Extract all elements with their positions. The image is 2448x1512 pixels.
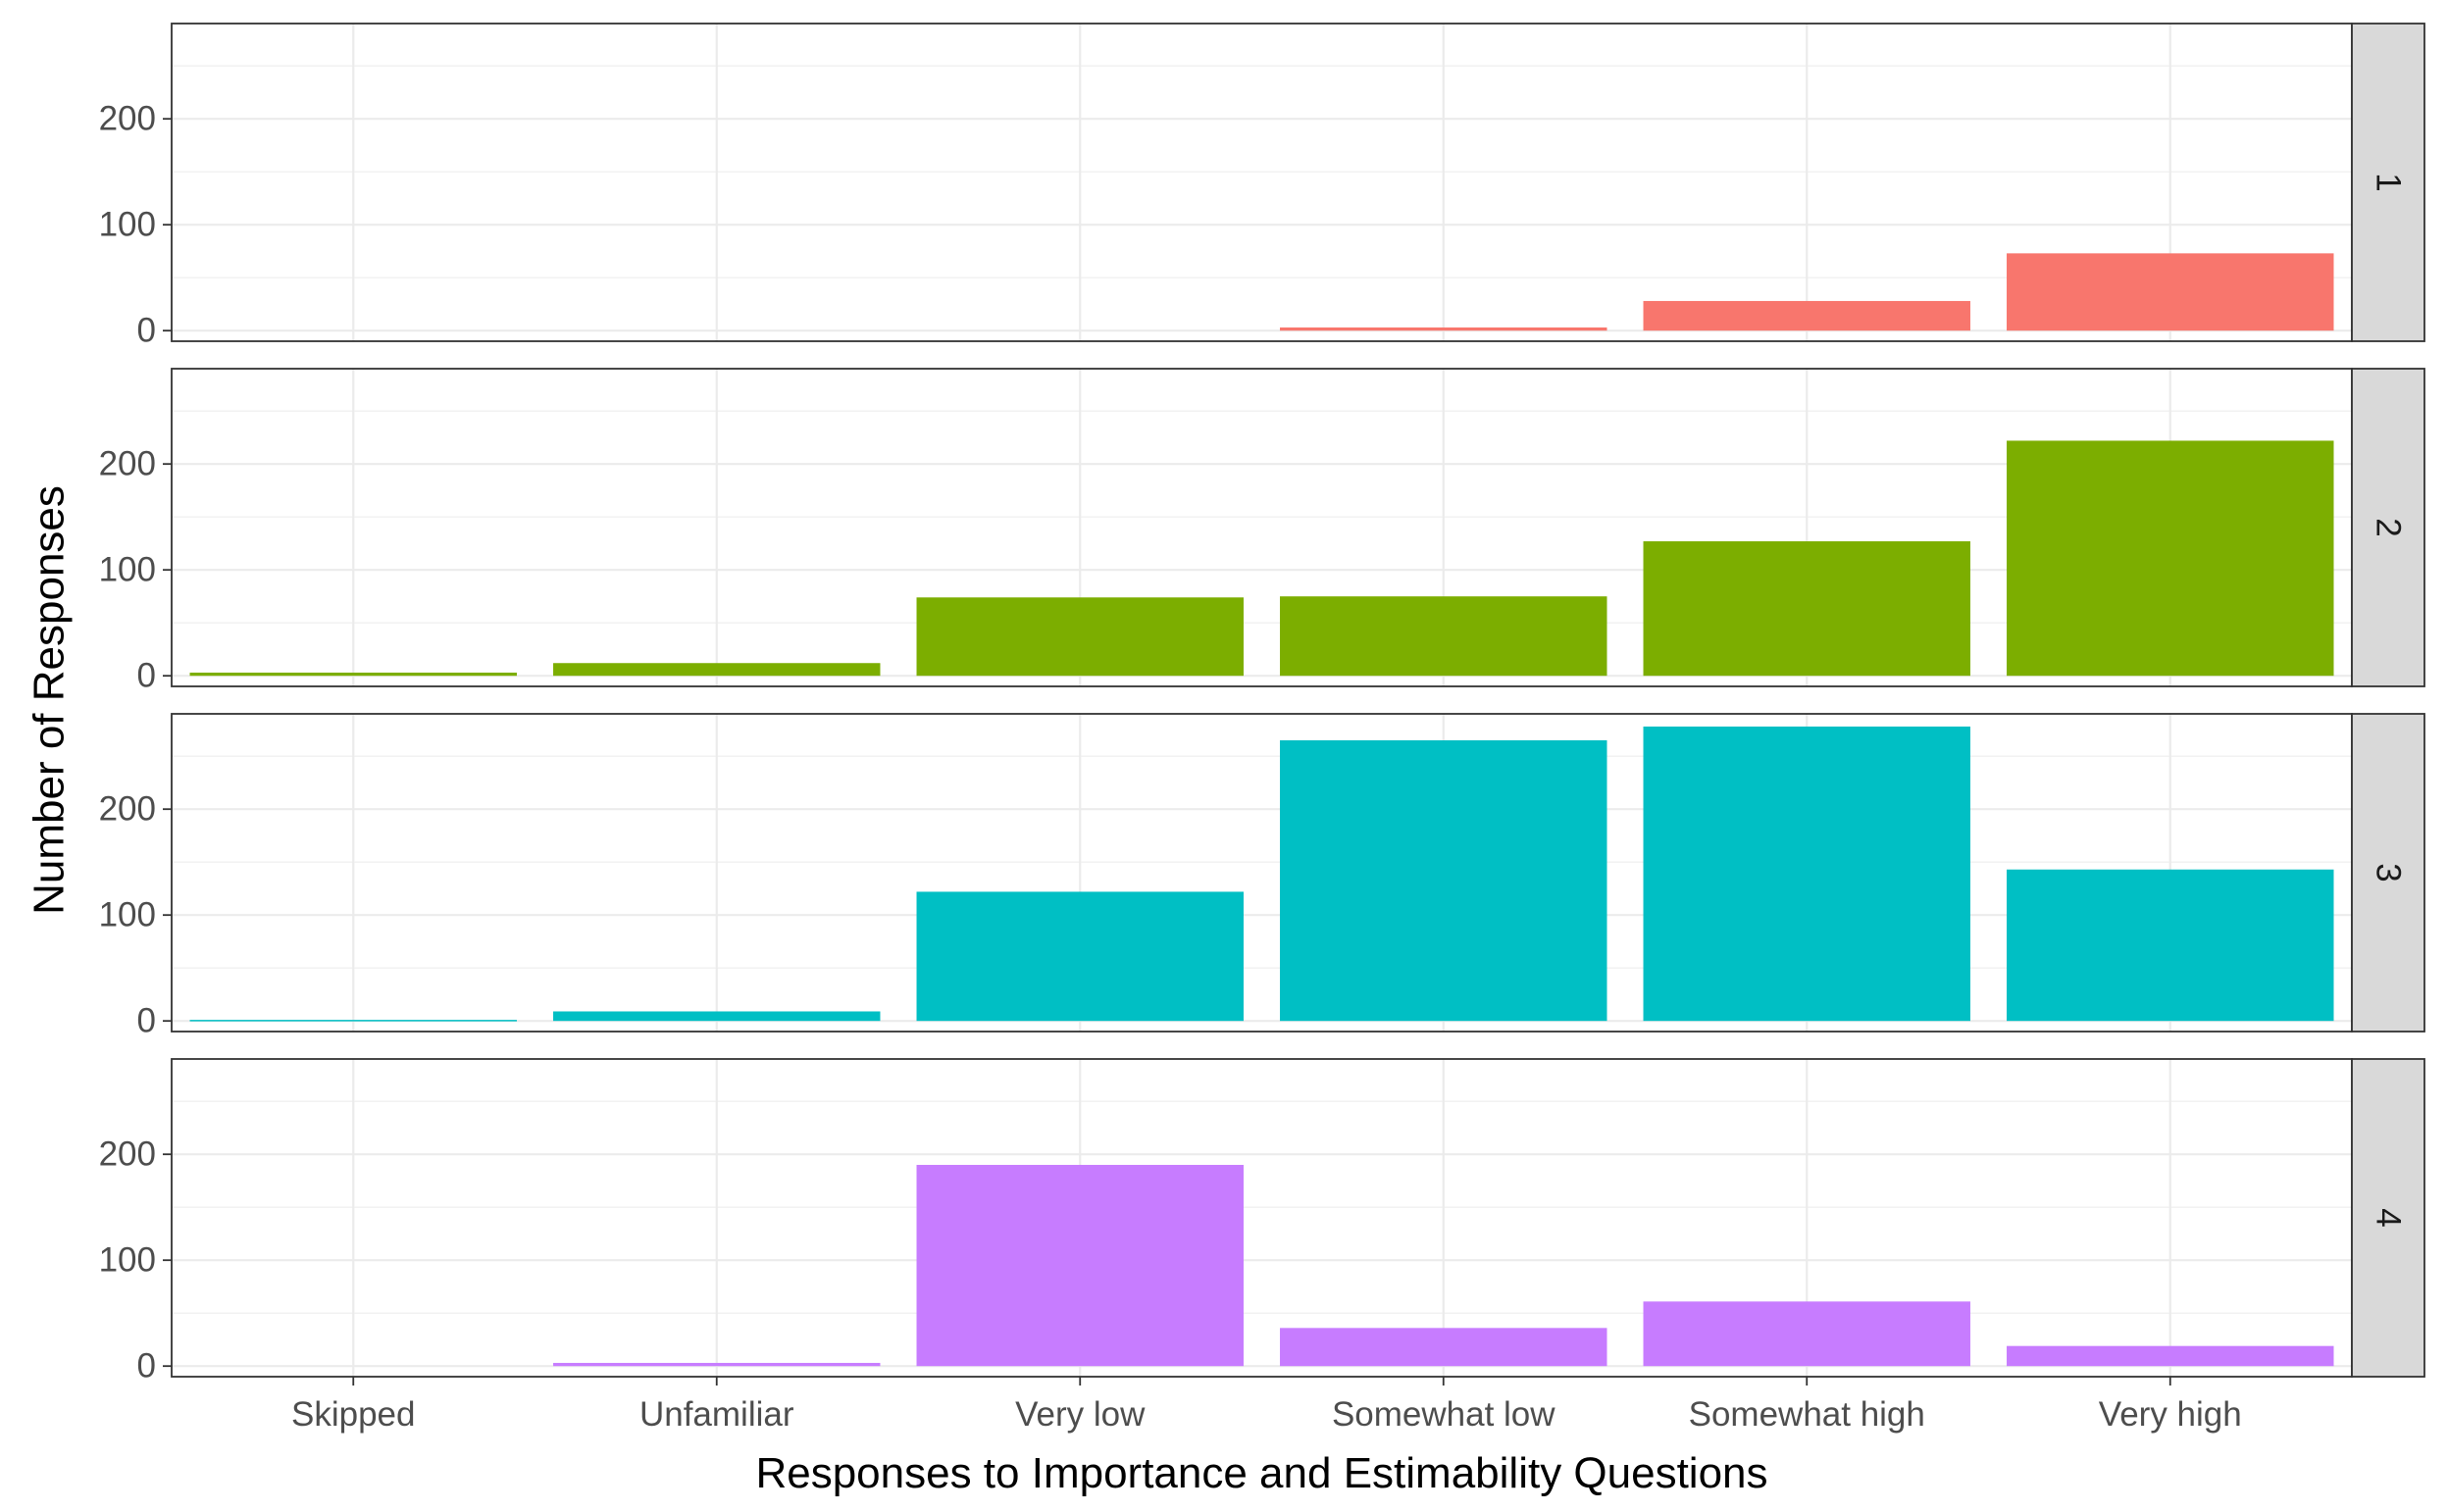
bar-somewhat-high-facet-3 xyxy=(1643,726,1970,1022)
major-gridlines xyxy=(172,1059,2352,1377)
facet-strip xyxy=(2351,1058,2425,1378)
bar-somewhat-low-facet-3 xyxy=(1280,740,1607,1022)
bar-very-high-facet-1 xyxy=(2007,253,2334,331)
bar-somewhat-high-facet-2 xyxy=(1643,541,1970,677)
y-tick-label: 0 xyxy=(137,1002,156,1040)
x-tick-label-skipped: Skipped xyxy=(291,1395,415,1434)
y-tick-label: 100 xyxy=(99,896,156,934)
bar-very-high-facet-4 xyxy=(2007,1345,2334,1367)
panel-background xyxy=(172,1059,2352,1377)
y-axis-title: Number of Responses xyxy=(26,485,74,915)
bar-somewhat-low-facet-2 xyxy=(1280,596,1607,677)
y-tick-label: 0 xyxy=(137,312,156,350)
minor-gridlines xyxy=(172,410,2352,624)
y-axis-facet-3: 0 100 200 xyxy=(99,790,172,1040)
panel-background xyxy=(172,24,2352,341)
facet-panel-2: 2 0 100 200 xyxy=(99,368,2425,695)
bars-facet-2 xyxy=(189,440,2334,677)
bar-unfamiliar-facet-3 xyxy=(553,1011,881,1022)
bar-very-low-facet-3 xyxy=(916,891,1244,1022)
bar-somewhat-low-facet-4 xyxy=(1280,1328,1607,1367)
x-tick-label-unfamiliar: Unfamiliar xyxy=(639,1395,794,1434)
y-tick-label: 200 xyxy=(99,100,156,138)
x-axis-tick-labels: Skipped Unfamiliar Very low Somewhat low Som… xyxy=(291,1377,2242,1434)
bar-unfamiliar-facet-2 xyxy=(553,663,881,677)
y-tick-label: 0 xyxy=(137,657,156,695)
bars-facet-1 xyxy=(1280,253,2334,331)
bar-somewhat-high-facet-4 xyxy=(1643,1301,1970,1367)
facet-panel-4: 4 0 100 200 xyxy=(99,1058,2425,1386)
minor-gridlines xyxy=(172,1100,2352,1314)
x-tick-label-very-high: Very high xyxy=(2099,1395,2242,1434)
y-tick-label: 100 xyxy=(99,551,156,589)
y-tick-label: 100 xyxy=(99,206,156,244)
bar-very-high-facet-3 xyxy=(2007,869,2334,1022)
facet-strip xyxy=(2351,23,2425,342)
x-axis-title: Responses to Importance and Estimability… xyxy=(755,1449,1767,1497)
bar-skipped-facet-3 xyxy=(189,1020,517,1022)
bar-unfamiliar-facet-4 xyxy=(553,1362,881,1367)
bar-somewhat-high-facet-1 xyxy=(1643,300,1970,331)
facet-strip xyxy=(2351,713,2425,1033)
major-gridlines xyxy=(172,24,2352,341)
minor-gridlines xyxy=(172,65,2352,278)
x-tick-label-very-low: Very low xyxy=(1015,1395,1146,1434)
y-axis-facet-2: 0 100 200 xyxy=(99,445,172,695)
bar-very-low-facet-4 xyxy=(916,1165,1244,1367)
facet-strip-label: 1 xyxy=(2370,173,2408,191)
y-tick-label: 200 xyxy=(99,445,156,483)
y-axis-facet-1: 0 100 200 xyxy=(99,100,172,350)
bar-somewhat-low-facet-1 xyxy=(1280,327,1607,331)
y-tick-label: 0 xyxy=(137,1347,156,1386)
facet-panels: 1 0 100 200 2 0 100 200 3 0 100 200 4 0 100 200 xyxy=(99,23,2425,1386)
bar-skipped-facet-2 xyxy=(189,672,517,677)
bars-facet-3 xyxy=(189,726,2334,1022)
x-tick-label-somewhat-low: Somewhat low xyxy=(1332,1395,1556,1434)
facet-strip xyxy=(2351,368,2425,687)
facet-strip-label: 3 xyxy=(2370,863,2408,882)
y-tick-label: 200 xyxy=(99,1135,156,1174)
bars-facet-4 xyxy=(553,1165,2334,1367)
bar-very-low-facet-2 xyxy=(916,597,1244,677)
facet-panel-3: 3 0 100 200 xyxy=(99,713,2425,1040)
y-tick-label: 200 xyxy=(99,790,156,829)
panel-background xyxy=(172,714,2352,1032)
major-gridlines xyxy=(172,714,2352,1032)
panel-background xyxy=(172,369,2352,686)
facet-strip-label: 2 xyxy=(2370,518,2408,536)
minor-gridlines xyxy=(172,755,2352,969)
x-tick-label-somewhat-high: Somewhat high xyxy=(1689,1395,1925,1434)
y-axis-facet-4: 0 100 200 xyxy=(99,1135,172,1386)
bar-very-high-facet-2 xyxy=(2007,440,2334,677)
facet-panel-1: 1 0 100 200 xyxy=(99,23,2425,350)
y-tick-label: 100 xyxy=(99,1241,156,1280)
facet-strip-label: 4 xyxy=(2370,1208,2408,1227)
